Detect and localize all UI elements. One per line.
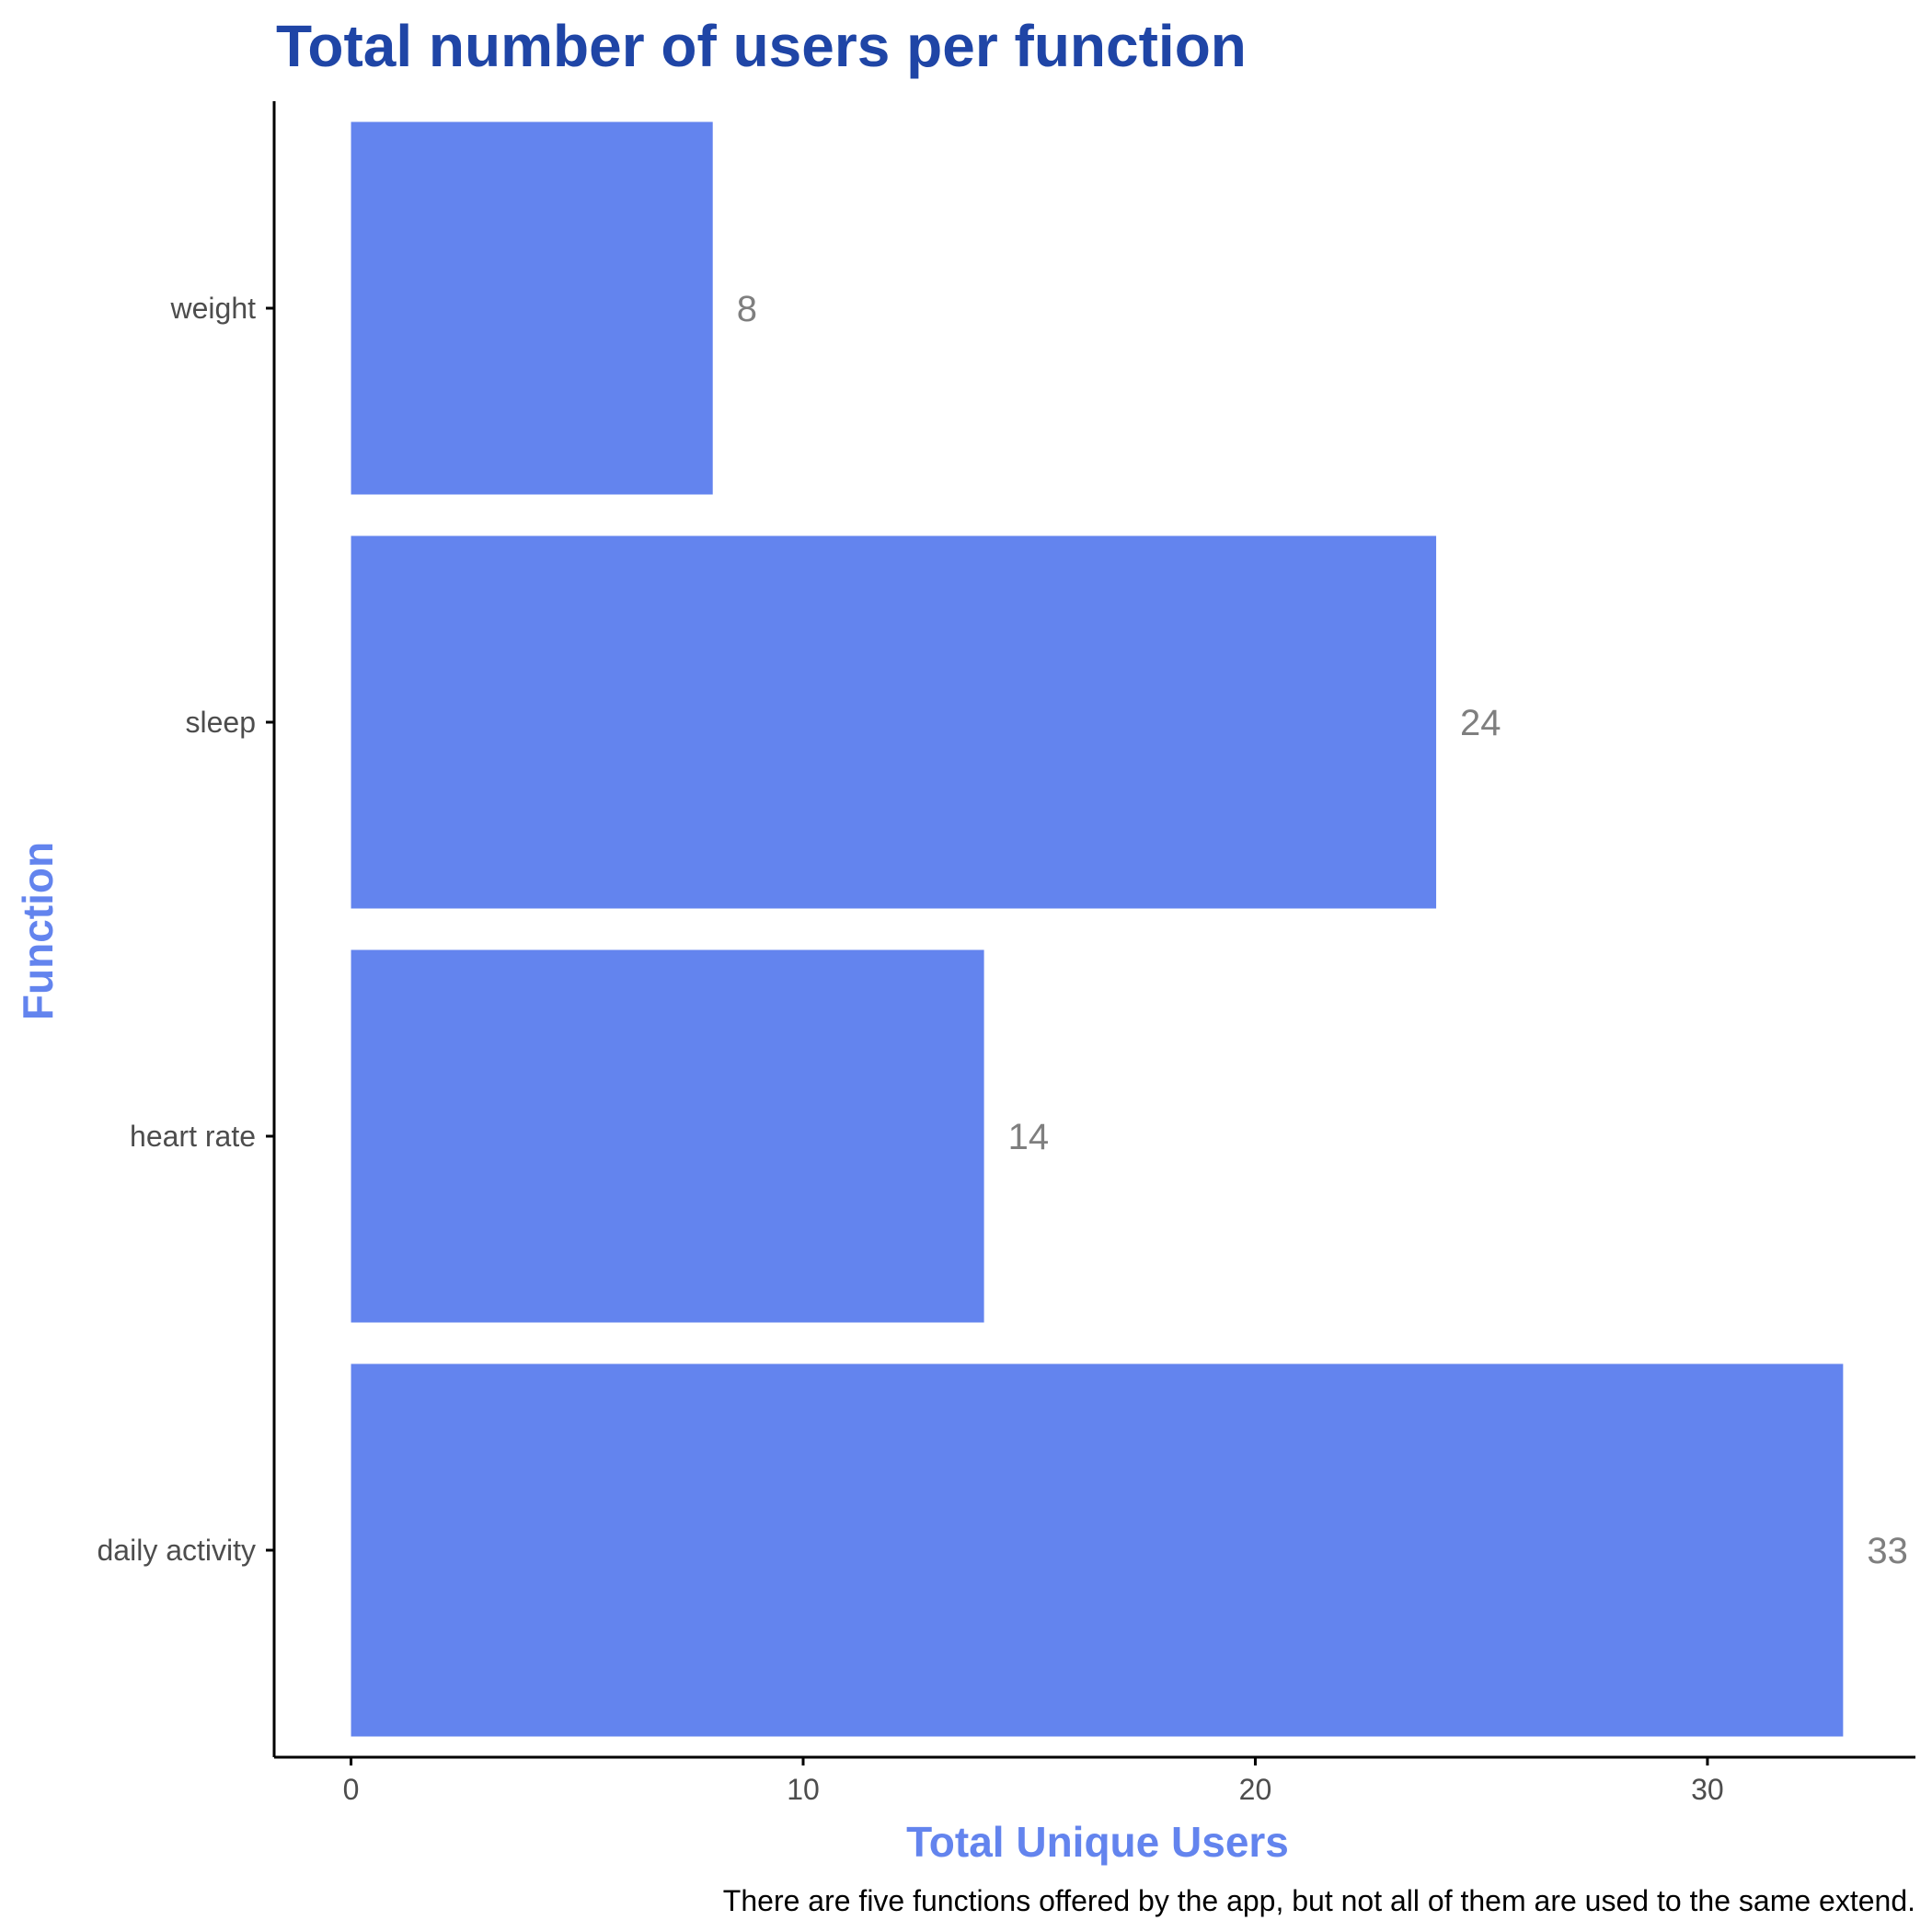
value-label-heart-rate: 14 xyxy=(1008,1117,1050,1157)
chart-caption: There are five functions offered by the … xyxy=(723,1884,1915,1917)
chart-title: Total number of users per function xyxy=(276,13,1247,79)
y-tick-label-heart-rate: heart rate xyxy=(130,1120,256,1153)
x-tick-label-10: 10 xyxy=(787,1773,820,1806)
y-axis-title: Function xyxy=(14,842,62,1020)
value-labels-layer: 33 14 24 8 xyxy=(737,289,1908,1571)
y-tick-label-sleep: sleep xyxy=(186,706,257,739)
value-label-weight: 8 xyxy=(737,289,757,329)
bar-daily-activity xyxy=(351,1363,1844,1737)
x-axis: 0 10 20 30 xyxy=(274,1755,1915,1806)
value-label-daily-activity: 33 xyxy=(1867,1531,1907,1571)
bar-heart-rate xyxy=(351,949,984,1323)
x-tick-label-20: 20 xyxy=(1239,1773,1272,1806)
bar-sleep xyxy=(351,535,1437,909)
value-label-sleep: 24 xyxy=(1460,703,1501,743)
bars-layer xyxy=(351,121,1844,1737)
x-tick-label-30: 30 xyxy=(1691,1773,1724,1806)
y-axis: daily activity heart rate sleep weight xyxy=(98,101,276,1757)
y-tick-label-weight: weight xyxy=(170,292,257,325)
y-tick-label-daily-activity: daily activity xyxy=(98,1534,257,1567)
x-axis-title: Total Unique Users xyxy=(906,1818,1289,1866)
bar-weight xyxy=(351,121,713,495)
x-tick-label-0: 0 xyxy=(343,1773,360,1806)
